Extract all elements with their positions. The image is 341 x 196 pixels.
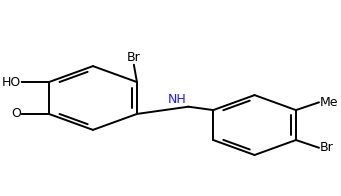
Text: Br: Br: [127, 51, 141, 64]
Text: O: O: [11, 107, 21, 120]
Text: NH: NH: [168, 93, 187, 106]
Text: HO: HO: [1, 76, 21, 89]
Text: Me: Me: [320, 96, 338, 109]
Text: Br: Br: [320, 141, 333, 154]
